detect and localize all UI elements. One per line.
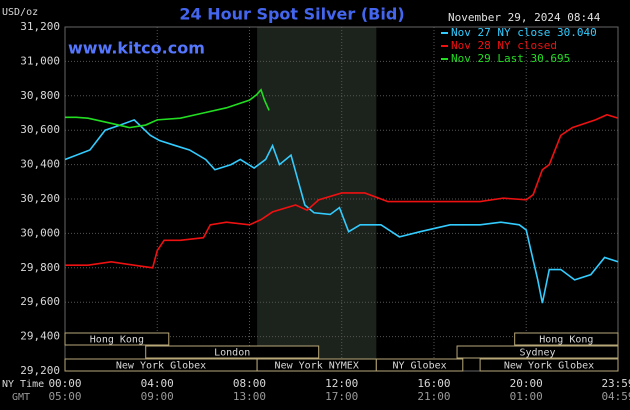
session-bar [64,332,170,346]
y-tick-label: 30,000 [20,226,60,239]
chart-title: 24 Hour Spot Silver (Bid) [179,5,404,24]
x-label-gmt: GMT [12,392,30,403]
x-label-local: NY Time [2,379,44,390]
session-label: Sydney [519,348,555,359]
y-tick-label: 31,000 [20,54,60,67]
x-tick-label: 20:00 [510,377,543,390]
session-bar [145,345,320,359]
x-tick-label-gmt: 04:59 [601,390,630,403]
x-tick-label: 04:00 [141,377,174,390]
x-tick-label-gmt: 21:00 [417,390,450,403]
y-tick-label: 30,600 [20,123,60,136]
series-line [64,118,619,304]
x-tick-label-gmt: 13:00 [233,390,266,403]
session-label: Hong Kong [90,335,144,346]
x-tick-label-gmt: 05:00 [48,390,81,403]
x-tick-label: 08:00 [233,377,266,390]
y-unit: USD/oz [2,7,38,18]
session-bar [456,345,619,359]
y-tick-label: 30,800 [20,89,60,102]
session-label: NY Globex [392,361,446,372]
y-tick-label: 30,200 [20,192,60,205]
y-tick-label: 31,200 [20,20,60,33]
x-tick-label: 23:59 [601,377,630,390]
session-label: New York Globex [504,361,594,372]
y-tick-label: 29,200 [20,364,60,377]
x-tick-label-gmt: 01:00 [510,390,543,403]
y-tick-label: 29,400 [20,330,60,343]
session-label: New York Globex [116,361,206,372]
session-label: New York NYMEX [275,361,359,372]
watermark: www.kitco.com [68,39,205,58]
x-tick-label: 12:00 [325,377,358,390]
session-bar [514,332,619,346]
x-tick-label: 16:00 [417,377,450,390]
x-tick-label-gmt: 17:00 [325,390,358,403]
x-tick-label: 00:00 [48,377,81,390]
timestamp: November 29, 2024 08:44 [448,11,601,24]
legend-label: Nov 29 Last 30.695 [451,52,570,65]
series-line [65,88,270,129]
session-bar [479,358,619,372]
legend-label: Nov 28 NY closed [451,39,557,52]
series-line [65,113,619,269]
x-tick-label-gmt: 09:00 [141,390,174,403]
session-label: London [214,348,250,359]
session-bar [375,358,464,372]
legend-label: Nov 27 NY close 30.040 [451,26,597,39]
y-tick-label: 29,600 [20,295,60,308]
y-tick-label: 30,400 [20,158,60,171]
y-tick-label: 29,800 [20,261,60,274]
session-label: Hong Kong [539,335,593,346]
session-shade [257,27,377,371]
